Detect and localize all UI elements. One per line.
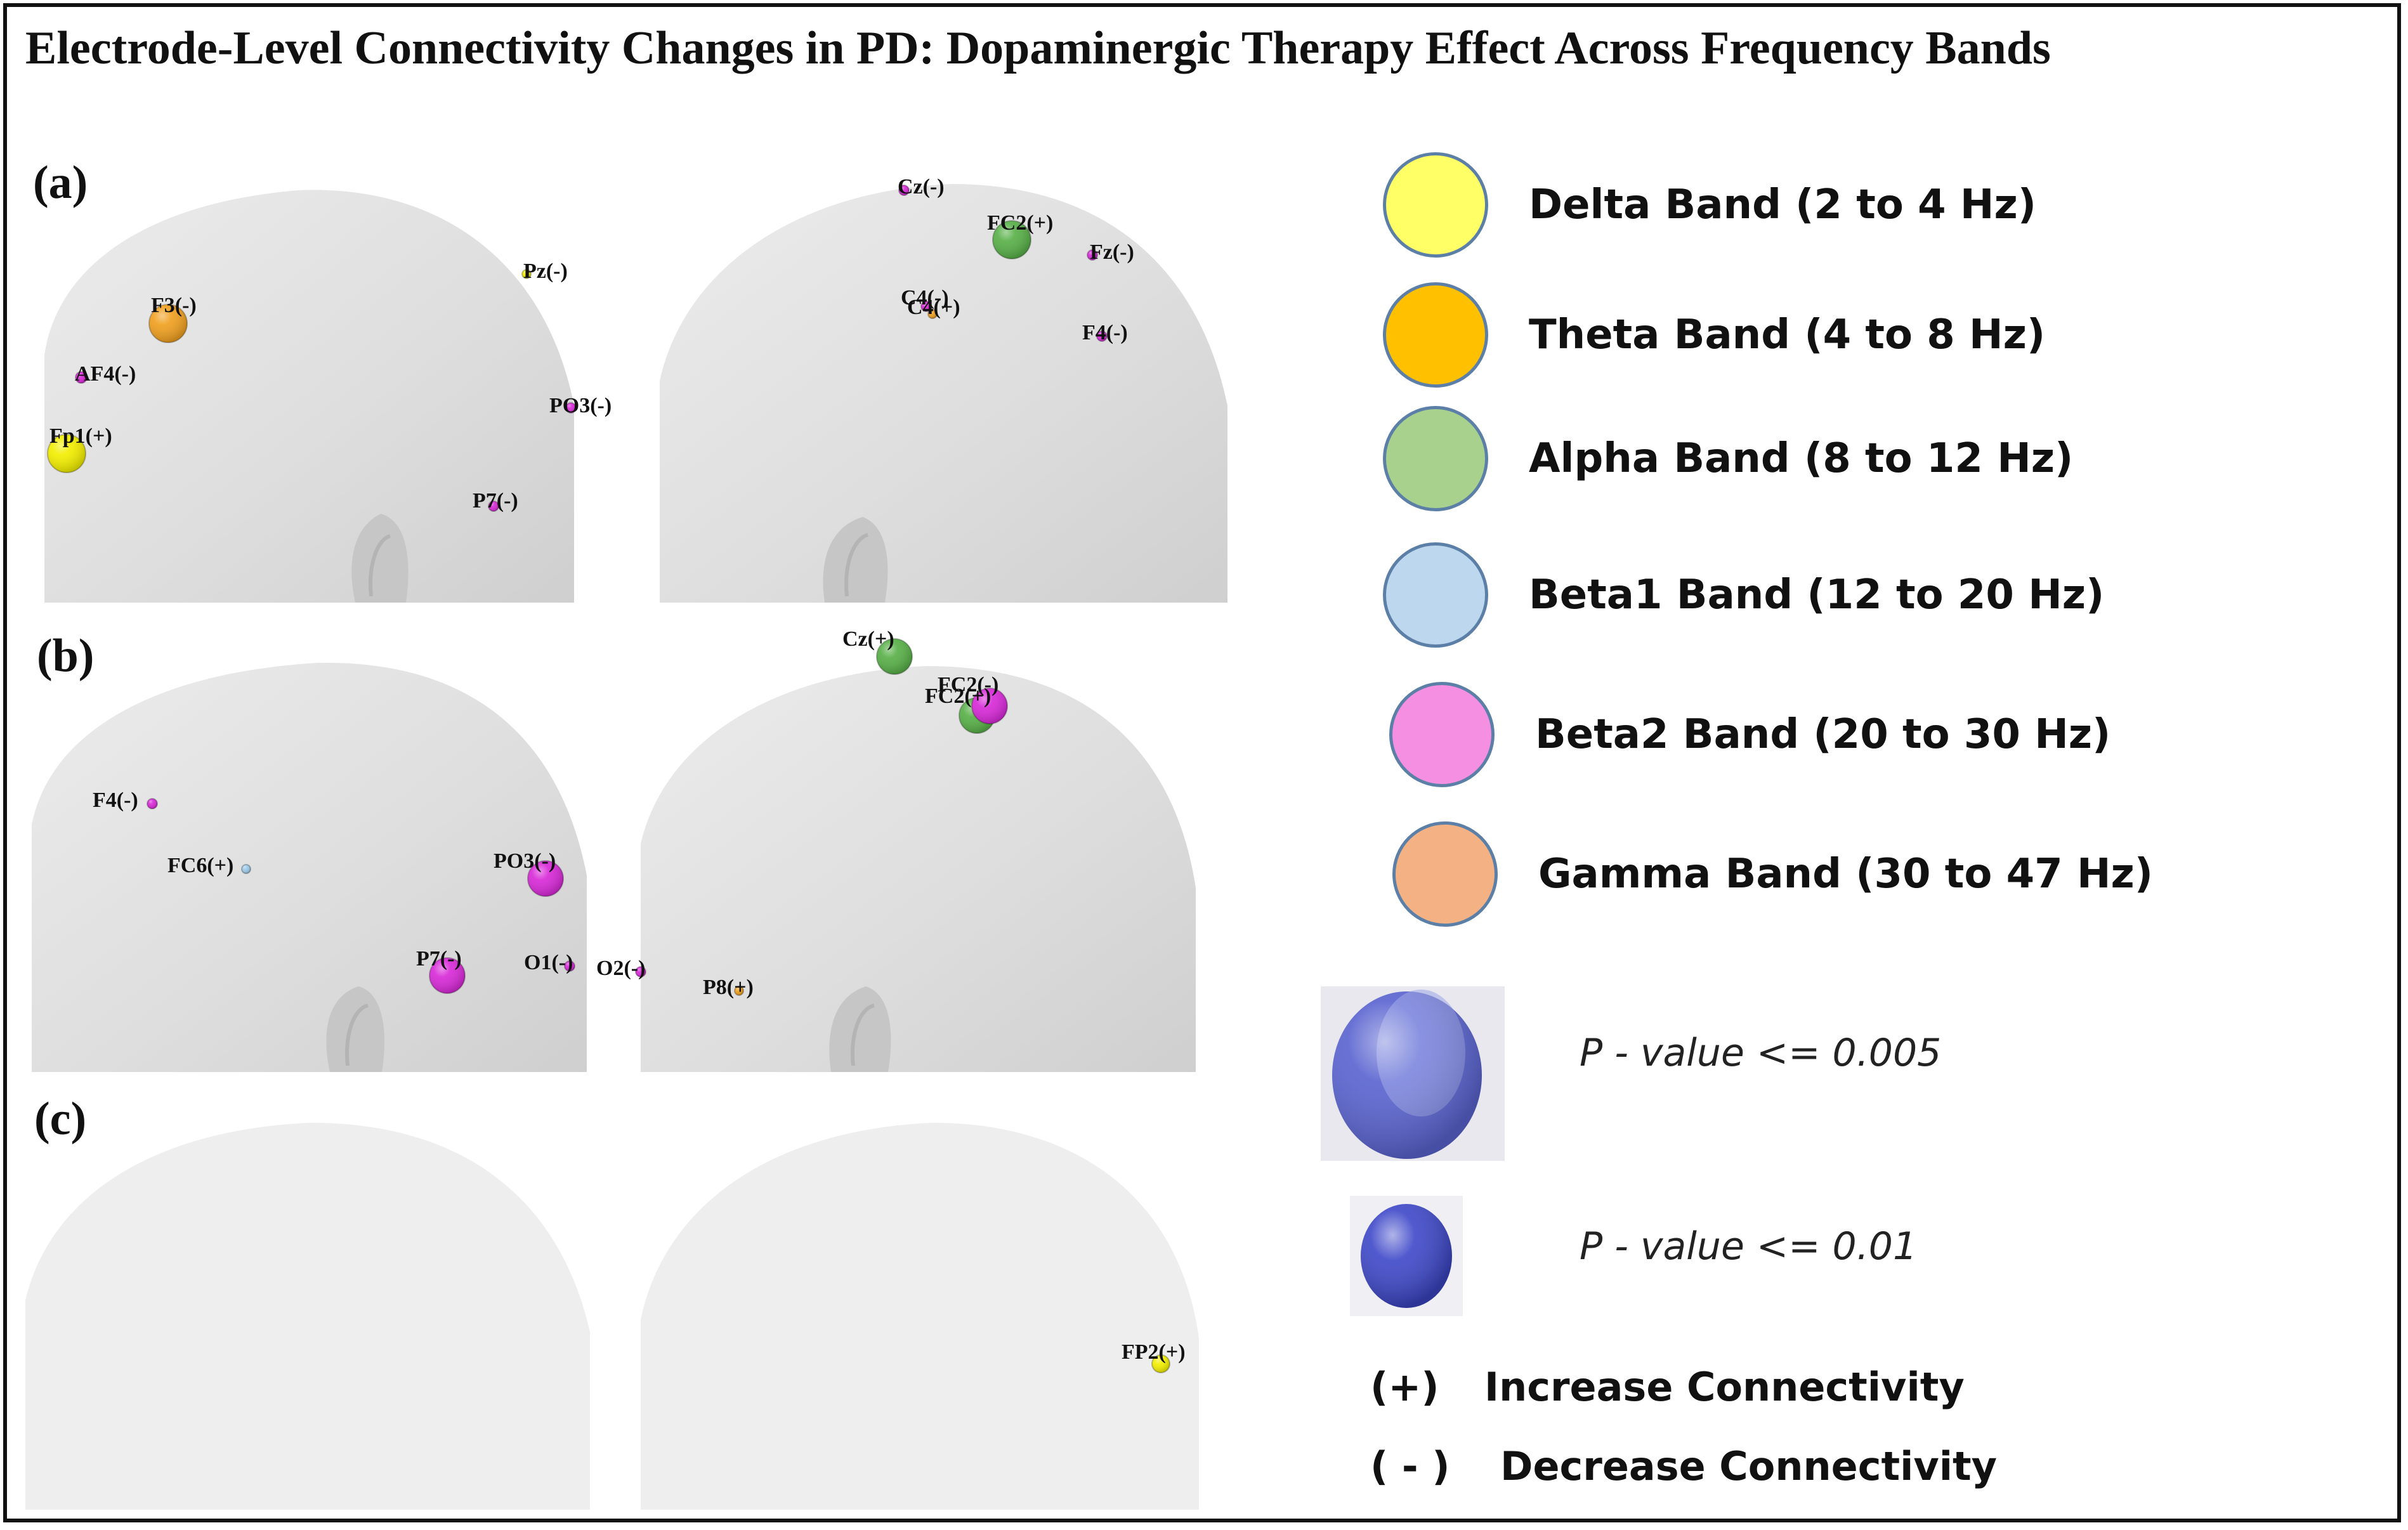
electrode-sphere-highlight	[565, 961, 575, 971]
legend-swatch-gamma	[1392, 821, 1498, 927]
electrode-cz-b-label: Cz(+)	[842, 627, 894, 651]
electrode-sphere-highlight	[242, 865, 251, 873]
head-a-right	[660, 184, 1227, 603]
electrode-sphere-highlight	[877, 639, 912, 674]
electrode-sphere-highlight	[149, 304, 187, 343]
legend-increase-label: Increase Connectivity	[1484, 1364, 1965, 1410]
electrode-sphere-highlight	[488, 501, 499, 511]
legend-pvalue-small-label: P - value <= 0.01	[1580, 1224, 1918, 1269]
electrode-sphere-highlight	[928, 310, 937, 318]
legend-item-alpha: Alpha Band (8 to 12 Hz)	[1383, 406, 2073, 511]
electrode-fp1-label: Fp1(+)	[49, 424, 112, 448]
electrode-sphere-highlight	[899, 185, 909, 195]
electrode-sphere-highlight	[921, 301, 931, 311]
legend-swatch-beta2	[1389, 682, 1495, 787]
legend-label-theta: Theta Band (4 to 8 Hz)	[1529, 311, 2046, 358]
electrode-sphere-highlight	[528, 861, 563, 896]
panel-label-c: (c)	[34, 1093, 87, 1145]
electrode-f4-label: F4(-)	[1082, 321, 1128, 344]
electrode-sphere-highlight	[1087, 250, 1097, 260]
electrode-sphere-highlight	[972, 688, 1007, 724]
electrode-fc6-label: FC6(+)	[167, 854, 233, 877]
electrode-po3-label: PO3(-)	[549, 394, 612, 417]
legend-item-beta1: Beta1 Band (12 to 20 Hz)	[1383, 542, 2104, 648]
legend-item-beta2: Beta2 Band (20 to 30 Hz)	[1389, 682, 2110, 787]
electrode-fc2-minus-b-label: FC2(-)	[938, 673, 998, 696]
legend-label-beta2: Beta2 Band (20 to 30 Hz)	[1535, 711, 2111, 758]
electrode-sphere-highlight	[147, 799, 157, 809]
panel-label-b: (b)	[37, 630, 95, 682]
legend-label-delta: Delta Band (2 to 4 Hz)	[1529, 181, 2036, 228]
head-a-left	[44, 190, 574, 603]
electrode-cz-label: Cz(-)	[898, 175, 945, 199]
figure-title: Electrode-Level Connectivity Changes in …	[25, 22, 2051, 74]
electrode-p7-b-label: P7(-)	[416, 947, 462, 971]
electrode-pz-label: Pz(-)	[523, 259, 568, 283]
legend-label-gamma: Gamma Band (30 to 47 Hz)	[1538, 851, 2154, 898]
legend-item-gamma: Gamma Band (30 to 47 Hz)	[1392, 821, 2153, 927]
electrode-sphere-highlight	[48, 435, 86, 473]
electrodes-panel-b: F4(-) FC6(+) PO3(-) P7(-) O1(-) O2(-) P8…	[93, 627, 1008, 999]
electrode-sphere-highlight	[75, 372, 87, 383]
electrode-sphere-highlight	[429, 958, 465, 993]
legend-item-theta: Theta Band (4 to 8 Hz)	[1383, 282, 2045, 388]
electrode-af4-label: AF4(-)	[75, 362, 136, 386]
legend-decrease-symbol: ( - )	[1370, 1443, 1450, 1489]
legend-increase-symbol: (+)	[1370, 1364, 1439, 1410]
electrode-fz-label: Fz(-)	[1090, 240, 1134, 264]
legend-swatch-alpha	[1383, 406, 1488, 511]
legend-pvalue-large-image	[1321, 986, 1505, 1161]
head-c-left	[25, 1123, 590, 1510]
electrode-c4-minus-label: C4(-)	[901, 286, 949, 310]
legend-decrease-label: Decrease Connectivity	[1500, 1443, 1998, 1489]
electrode-sphere-highlight	[1097, 331, 1107, 341]
electrode-sphere-highlight	[993, 221, 1031, 259]
electrode-fp2-label: FP2(+)	[1122, 1340, 1186, 1364]
legend-pvalue-large-label: P - value <= 0.005	[1580, 1031, 1942, 1075]
electrode-o2-label: O2(-)	[596, 957, 645, 980]
electrode-fc2-label: FC2(+)	[987, 211, 1053, 235]
legend-swatch-theta	[1383, 282, 1488, 388]
electrodes-panel-a: F3(-) AF4(-) Fp1(+) Pz(-) PO3(-) P7(-) C…	[47, 175, 1134, 513]
legend-swatch-beta1	[1383, 542, 1488, 648]
electrode-sphere-highlight	[566, 403, 576, 413]
panel-label-a: (a)	[33, 157, 88, 209]
legend-swatch-delta	[1383, 152, 1488, 258]
legend-item-delta: Delta Band (2 to 4 Hz)	[1383, 152, 2036, 258]
electrode-po3-b-label: PO3(-)	[494, 849, 556, 873]
electrode-sphere-highlight	[522, 270, 531, 278]
electrode-o1-label: O1(-)	[524, 951, 573, 974]
electrode-sphere-highlight	[735, 986, 743, 995]
electrode-p8-label: P8(+)	[703, 976, 754, 999]
legend-label-beta1: Beta1 Band (12 to 20 Hz)	[1529, 572, 2105, 618]
legend-label-alpha: Alpha Band (8 to 12 Hz)	[1529, 435, 2074, 482]
legend-pvalue-small-image	[1350, 1196, 1463, 1316]
electrode-fc2-plus-b-label: FC2(+)	[925, 684, 991, 708]
electrode-f3-label: F3(-)	[151, 294, 197, 317]
head-c-right	[641, 1123, 1199, 1510]
electrodes-panel-c: FP2(+)	[1122, 1340, 1186, 1373]
electrode-p7-label: P7(-)	[473, 489, 518, 513]
electrode-sphere-highlight	[636, 967, 646, 977]
electrode-c4-plus-label: C4(+)	[907, 296, 960, 319]
head-b-right	[641, 666, 1196, 1072]
electrode-sphere-highlight	[1152, 1355, 1170, 1373]
electrode-f4-b-label: F4(-)	[93, 788, 138, 812]
